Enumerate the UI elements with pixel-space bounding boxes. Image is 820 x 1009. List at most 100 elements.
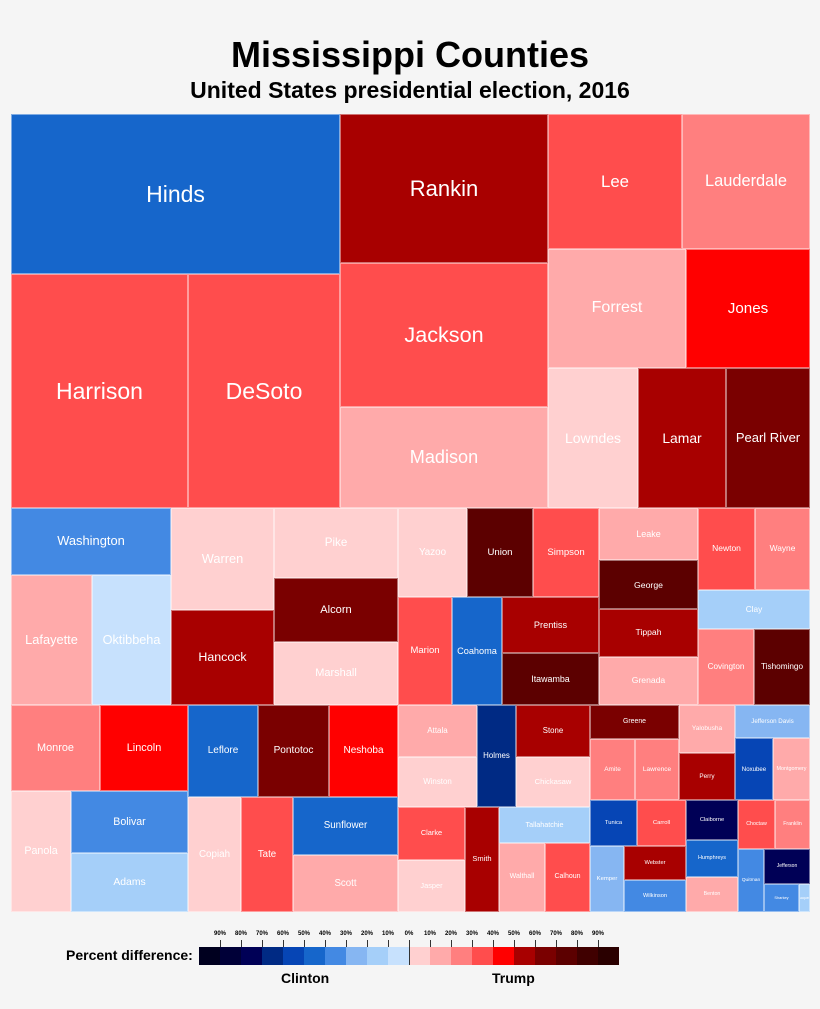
legend-tick: [262, 940, 263, 947]
county-label: Perry: [699, 772, 715, 780]
county-label: Bolivar: [113, 815, 146, 828]
county-leflore: Leflore: [188, 705, 258, 797]
county-kemper: Kemper: [590, 846, 624, 912]
county-label: Jasper: [420, 880, 443, 890]
legend-tick-label: 70%: [549, 931, 563, 937]
legend-tick-label: 30%: [465, 931, 479, 937]
county-label: Marshall: [315, 667, 357, 680]
legend-tick: [388, 940, 389, 947]
county-label: Walthall: [509, 873, 535, 881]
county-label: Lee: [601, 171, 629, 191]
county-label: Rankin: [409, 175, 479, 201]
county-tunica: Tunica: [590, 800, 637, 846]
county-stone: Stone: [516, 705, 590, 757]
county-calhoun: Calhoun: [545, 843, 590, 912]
county-label: Smith: [472, 854, 492, 864]
county-label: Harrison: [56, 377, 143, 404]
county-label: Holmes: [483, 751, 510, 761]
county-label: Winston: [423, 777, 452, 787]
county-label: Quit­man: [741, 877, 761, 883]
county-newton: Newton: [698, 508, 755, 590]
legend-tick: [430, 940, 431, 947]
county-label: Greene: [623, 718, 646, 726]
legend-clinton-label: Clinton: [281, 970, 330, 986]
legend-tick-label: 40%: [486, 931, 500, 937]
legend-swatch: [304, 947, 325, 965]
county-webster: Webster: [624, 846, 686, 880]
county-claiborne: Claiborne: [686, 800, 738, 840]
legend-tick-label: 50%: [507, 931, 521, 937]
county-lincoln: Lincoln: [100, 705, 188, 791]
legend-tick: [598, 940, 599, 947]
county-tippah: Tippah: [599, 609, 698, 657]
legend-trump-label: Trump: [492, 970, 535, 986]
county-label: Grenada: [631, 675, 666, 686]
county-label: Leake: [636, 528, 661, 539]
legend-tick-label: 80%: [570, 931, 584, 937]
county-label: Scott: [334, 877, 357, 889]
county-benton: Benton: [686, 877, 738, 912]
county-winston: Winston: [398, 757, 477, 807]
county-yazoo: Yazoo: [398, 508, 467, 597]
legend-tick-label: 30%: [339, 931, 353, 937]
county-label: Hancock: [198, 650, 247, 665]
county-lawrence: Lawrence: [635, 739, 679, 800]
county-covington: Covington: [698, 629, 754, 705]
county-yalobusha: Yalobusha: [679, 705, 735, 753]
county-label: Mont­gomery: [776, 765, 807, 772]
county-label: Yalobusha: [691, 725, 723, 733]
legend-tick-label: 0%: [404, 931, 414, 937]
legend-swatch: [409, 947, 430, 965]
county-panola: Panola: [11, 791, 71, 912]
county-noxubee: Noxubee: [735, 738, 773, 800]
legend-tick-label: 10%: [381, 931, 395, 937]
county-scott: Scott: [293, 855, 398, 912]
county-label: Issaquena: [799, 895, 809, 900]
legend-tick: [367, 940, 368, 947]
county-label: Tate: [257, 848, 277, 860]
legend-swatch: [262, 947, 283, 965]
county-itawamba: Itawamba: [502, 653, 599, 705]
county-label: Pontotoc: [273, 745, 314, 757]
county-label: Marion: [410, 644, 440, 656]
county-label: Wayne: [769, 543, 796, 554]
county-label: Tallahatchie: [525, 819, 564, 829]
county-copiah: Copiah: [188, 797, 241, 912]
county-jefferson-davis: Jefferson Davis: [735, 705, 810, 738]
county-label: Benton: [703, 891, 721, 898]
legend-swatch: [451, 947, 472, 965]
county-tishomingo: Tishomingo: [754, 629, 810, 705]
legend-swatch: [325, 947, 346, 965]
county-label: Washington: [57, 533, 125, 549]
county-label: Forrest: [591, 299, 643, 317]
county-label: Choctaw: [746, 821, 767, 828]
county-chickasaw: Chickasaw: [516, 757, 590, 807]
county-label: Pearl River: [735, 429, 801, 445]
legend-tick: [577, 940, 578, 947]
county-leake: Leake: [599, 508, 698, 560]
county-label: Coahoma: [457, 645, 497, 656]
county-jefferson: Jefferson: [764, 849, 810, 884]
county-sunflower: Sunflower: [293, 797, 398, 855]
county-quitman: Quit­man: [738, 849, 764, 912]
county-label: Hinds: [146, 180, 205, 207]
county-humphreys: Humphreys: [686, 840, 738, 877]
county-label: Leflore: [207, 745, 239, 757]
county-hancock: Hancock: [171, 610, 274, 705]
legend-swatch: [472, 947, 493, 965]
county-label: Jefferson: [776, 862, 798, 869]
legend-swatch: [430, 947, 451, 965]
county-alcorn: Alcorn: [274, 578, 398, 642]
county-label: Adams: [113, 876, 146, 888]
county-label: DeSoto: [225, 377, 303, 404]
county-label: Lamar: [662, 430, 702, 446]
county-harrison: Harrison: [11, 274, 188, 508]
legend-tick: [220, 940, 221, 947]
county-greene: Greene: [590, 705, 679, 739]
legend-tick: [493, 940, 494, 947]
legend-tick: [283, 940, 284, 947]
county-madison: Madison: [340, 407, 548, 508]
legend-swatch: [388, 947, 409, 965]
